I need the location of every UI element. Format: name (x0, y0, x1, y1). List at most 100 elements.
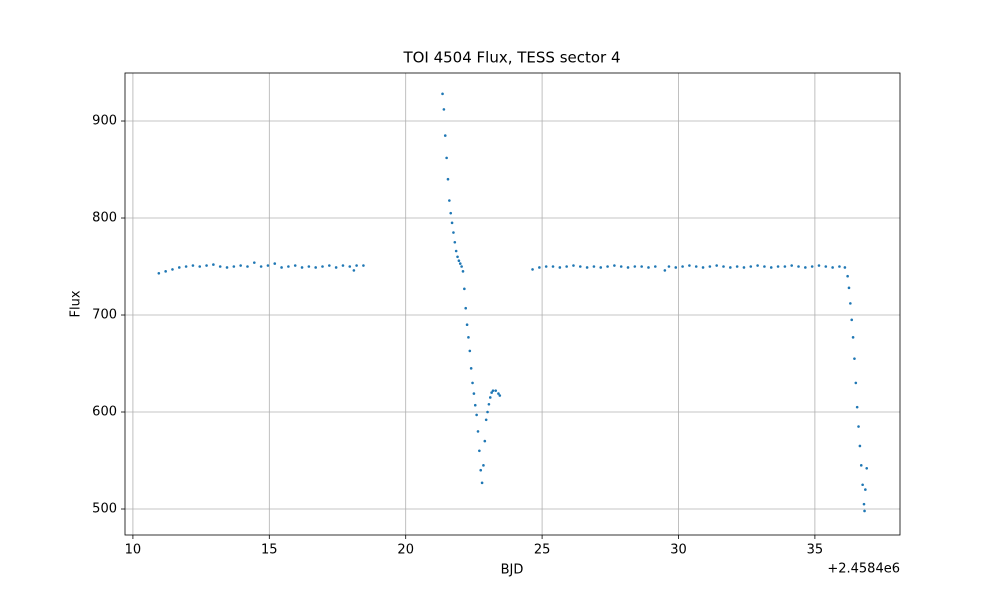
data-point (592, 265, 596, 268)
data-point (184, 265, 188, 268)
data-point (585, 266, 589, 269)
data-point (565, 265, 568, 268)
data-point (450, 221, 454, 225)
data-point (846, 274, 849, 278)
data-point (572, 264, 575, 267)
data-point (473, 403, 477, 407)
y-tick-label: 700 (92, 308, 117, 323)
data-point (259, 265, 263, 268)
data-point (487, 402, 491, 406)
data-point (287, 265, 290, 268)
data-point (667, 265, 671, 268)
data-point (479, 468, 483, 472)
data-point (341, 264, 345, 267)
data-point (461, 270, 465, 273)
data-point (861, 483, 864, 487)
data-point (769, 266, 773, 269)
data-point (633, 265, 637, 268)
data-point (749, 265, 753, 268)
data-point (729, 266, 732, 269)
data-point (558, 266, 562, 269)
data-point (654, 265, 657, 268)
data-point (177, 266, 181, 269)
data-point (475, 413, 478, 417)
data-point (352, 269, 356, 272)
data-point (191, 264, 195, 267)
data-point (531, 268, 534, 271)
data-point (464, 306, 468, 310)
data-point (205, 264, 208, 267)
data-point (708, 265, 712, 268)
data-point (674, 266, 678, 269)
data-point (488, 396, 492, 399)
data-point (355, 264, 358, 267)
data-point (776, 265, 780, 268)
data-point (171, 268, 174, 271)
x-axis-label: BJD (501, 563, 524, 578)
data-point (790, 264, 794, 267)
data-point (212, 263, 215, 266)
data-point (849, 302, 852, 305)
data-point (862, 502, 866, 506)
y-axis-label: Flux (69, 290, 84, 317)
data-point (783, 265, 787, 268)
data-point (804, 266, 807, 269)
data-point (551, 265, 555, 268)
data-point (467, 336, 470, 339)
data-point (599, 266, 603, 269)
plot-frame (124, 72, 901, 536)
data-point (544, 265, 548, 268)
data-point (538, 266, 541, 269)
data-point (453, 240, 457, 244)
data-point (824, 265, 828, 268)
data-point (239, 264, 242, 267)
chart-title: TOI 4504 Flux, TESS sector 4 (402, 49, 620, 67)
data-point (854, 381, 858, 385)
data-point (606, 265, 609, 268)
data-point (334, 266, 338, 269)
x-tick-label: 10 (125, 543, 142, 558)
data-point (694, 265, 698, 268)
data-point (457, 259, 461, 262)
data-point (681, 265, 684, 268)
data-point (851, 336, 855, 339)
data-point (688, 264, 691, 267)
x-offset-label: +2.4584e6 (827, 562, 900, 577)
data-point (843, 266, 847, 269)
data-point (449, 211, 453, 215)
data-point (853, 357, 856, 360)
data-point (198, 265, 202, 268)
data-point (626, 266, 630, 269)
y-tick-label: 900 (92, 114, 117, 129)
data-point (454, 249, 458, 253)
data-point (446, 177, 450, 181)
data-point (850, 318, 854, 322)
data-point (817, 264, 821, 267)
data-point (225, 266, 229, 269)
data-point (863, 509, 866, 513)
data-point (452, 231, 455, 234)
x-tick-label: 30 (670, 543, 687, 558)
data-point (157, 272, 161, 275)
x-tick-label: 15 (261, 543, 278, 558)
data-point (273, 262, 277, 265)
data-point (300, 266, 304, 269)
data-point (486, 410, 489, 414)
data-point (442, 108, 446, 111)
data-point (735, 265, 739, 268)
data-point (640, 265, 643, 268)
data-point (472, 392, 476, 395)
data-point (715, 264, 718, 267)
data-point (482, 464, 485, 467)
data-point (858, 444, 862, 448)
data-point (476, 430, 480, 433)
data-point (647, 266, 650, 269)
data-point (465, 323, 469, 327)
data-point (722, 265, 725, 268)
data-point (490, 391, 493, 394)
data-point (448, 199, 451, 202)
data-point (218, 265, 222, 268)
data-point (468, 349, 472, 353)
data-point (484, 418, 488, 422)
